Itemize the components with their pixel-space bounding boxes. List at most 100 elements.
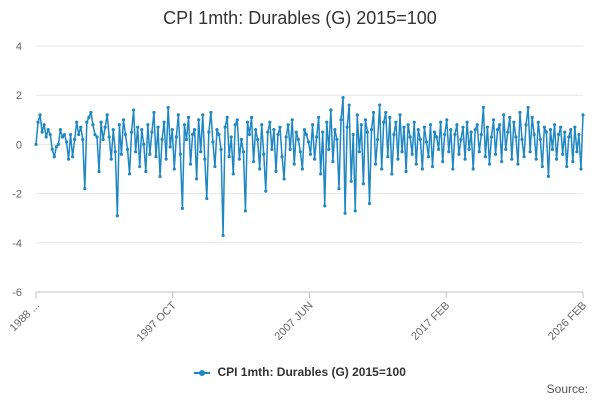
data-point[interactable] [347, 103, 351, 107]
data-point[interactable] [229, 135, 233, 139]
data-point[interactable] [109, 157, 113, 161]
data-point[interactable] [363, 118, 368, 122]
data-point[interactable] [524, 123, 528, 127]
data-point[interactable] [166, 105, 170, 110]
data-point[interactable] [245, 120, 250, 124]
data-point[interactable] [402, 125, 406, 129]
data-point[interactable] [270, 147, 274, 151]
data-point[interactable] [398, 113, 402, 117]
data-point[interactable] [300, 167, 304, 171]
data-point[interactable] [103, 125, 107, 129]
data-point[interactable] [400, 150, 404, 154]
data-point[interactable] [264, 189, 268, 193]
data-point[interactable] [508, 115, 512, 119]
data-point[interactable] [36, 120, 40, 124]
data-point[interactable] [567, 135, 571, 139]
data-point[interactable] [54, 145, 58, 149]
data-point[interactable] [79, 125, 83, 129]
data-point[interactable] [557, 132, 561, 137]
data-point[interactable] [376, 137, 380, 142]
data-point[interactable] [581, 113, 585, 117]
data-point[interactable] [99, 120, 103, 124]
data-point[interactable] [73, 137, 77, 142]
data-point[interactable] [310, 123, 315, 127]
data-point[interactable] [579, 167, 583, 171]
data-point[interactable] [367, 201, 372, 206]
data-point[interactable] [123, 132, 128, 137]
data-point[interactable] [237, 157, 241, 161]
data-point[interactable] [256, 137, 260, 142]
data-point[interactable] [388, 115, 392, 119]
data-point[interactable] [357, 150, 361, 154]
data-point[interactable] [414, 162, 418, 166]
data-point[interactable] [56, 142, 60, 146]
data-point[interactable] [378, 103, 382, 107]
data-point[interactable] [81, 137, 85, 142]
data-point[interactable] [138, 164, 142, 169]
data-point[interactable] [294, 130, 298, 134]
data-point[interactable] [420, 167, 424, 171]
data-point[interactable] [42, 123, 46, 127]
chart-legend[interactable]: CPI 1mth: Durables (G) 2015=100 [0, 365, 600, 379]
data-point[interactable] [40, 130, 44, 134]
data-point[interactable] [430, 164, 435, 169]
data-point[interactable] [168, 145, 172, 149]
data-point[interactable] [369, 128, 374, 132]
data-point[interactable] [254, 128, 258, 132]
data-point[interactable] [186, 115, 191, 119]
data-point[interactable] [380, 167, 384, 171]
data-point[interactable] [544, 130, 549, 134]
data-point[interactable] [312, 157, 317, 161]
data-point[interactable] [152, 110, 156, 115]
data-point[interactable] [428, 123, 433, 127]
data-point[interactable] [394, 120, 398, 124]
data-point[interactable] [434, 135, 439, 139]
data-point[interactable] [491, 118, 496, 122]
data-point[interactable] [298, 150, 302, 154]
data-point[interactable] [211, 140, 215, 144]
data-point[interactable] [207, 130, 211, 134]
data-point[interactable] [38, 113, 42, 117]
data-point[interactable] [156, 125, 160, 129]
data-point[interactable] [111, 128, 115, 132]
data-point[interactable] [349, 179, 353, 183]
data-point[interactable] [62, 132, 67, 137]
data-point[interactable] [235, 118, 239, 122]
data-point[interactable] [134, 150, 138, 154]
data-point[interactable] [495, 128, 500, 132]
data-point[interactable] [129, 130, 134, 134]
data-point[interactable] [280, 155, 284, 159]
data-point[interactable] [113, 150, 117, 154]
data-point[interactable] [142, 142, 146, 146]
data-point[interactable] [52, 155, 56, 159]
data-point[interactable] [115, 214, 119, 218]
data-point[interactable] [148, 152, 152, 156]
data-point[interactable] [559, 125, 563, 129]
data-point[interactable] [95, 135, 99, 139]
data-point[interactable] [315, 135, 319, 139]
data-point[interactable] [292, 162, 296, 166]
data-point[interactable] [382, 120, 386, 124]
data-point[interactable] [260, 123, 264, 127]
data-point[interactable] [532, 132, 536, 137]
data-point[interactable] [71, 155, 75, 159]
data-point[interactable] [284, 135, 288, 139]
data-point[interactable] [89, 110, 93, 115]
data-point[interactable] [329, 108, 333, 112]
data-point[interactable] [471, 167, 475, 171]
data-point[interactable] [190, 132, 195, 137]
data-point[interactable] [386, 155, 390, 159]
data-point[interactable] [473, 128, 477, 132]
data-point[interactable] [345, 125, 349, 129]
data-point[interactable] [424, 140, 429, 144]
data-point[interactable] [412, 120, 416, 124]
data-point[interactable] [565, 164, 569, 169]
data-point[interactable] [396, 157, 400, 161]
data-point[interactable] [530, 115, 534, 119]
data-point[interactable] [365, 130, 370, 134]
data-point[interactable] [554, 157, 559, 161]
data-point[interactable] [520, 137, 524, 142]
data-point[interactable] [390, 172, 394, 176]
data-point[interactable] [439, 120, 443, 124]
series-line[interactable] [35, 96, 584, 237]
